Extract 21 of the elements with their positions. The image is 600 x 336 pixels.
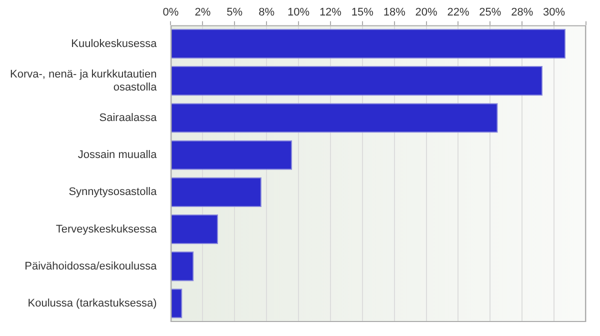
x-tick-label: 10% (288, 6, 310, 19)
x-tick-label: 2% (194, 6, 211, 19)
x-tick-label: 18% (383, 6, 406, 19)
x-tick-label: 30% (543, 6, 566, 19)
y-tick-label: Synnytysosastolla (68, 186, 158, 198)
x-tick-label: 5% (226, 6, 243, 19)
x-tick-label: 15% (351, 6, 374, 19)
x-tick-label: 22% (447, 6, 470, 19)
y-tick-label: Päivähoidossa/esikoulussa (24, 260, 158, 272)
x-tick-label: 12% (319, 6, 342, 19)
x-tick-label: 0% (162, 6, 179, 19)
x-tick-label: 20% (415, 6, 438, 19)
x-tick-label: 8% (258, 6, 275, 19)
y-tick-label: Korva-, nenä- ja kurkkutautien osastolla (10, 68, 158, 94)
y-tick-label: Sairaalassa (99, 112, 158, 124)
x-tick-label: 25% (479, 6, 502, 19)
x-tick-label: 28% (511, 6, 534, 19)
y-tick-label: Koulussa (tarkastuksessa) (28, 297, 157, 310)
y-tick-label: Terveyskeskuksessa (56, 223, 158, 236)
y-tick-label: Jossain muualla (78, 149, 158, 162)
y-tick-label: Kuulokeskusessa (71, 38, 158, 50)
